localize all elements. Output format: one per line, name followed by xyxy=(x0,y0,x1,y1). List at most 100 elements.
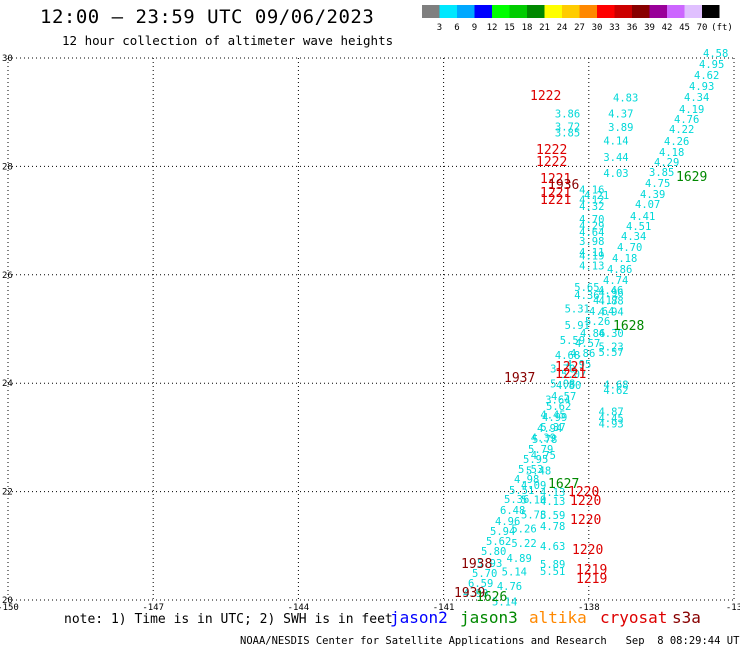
wave-height-label: 4.96 xyxy=(495,516,520,528)
legend-label: 9 xyxy=(472,23,477,33)
wave-height-label: 4.86 xyxy=(580,328,605,340)
wave-height-label: 3.89 xyxy=(608,122,633,134)
color-legend: 3 6 9 12 15 18 21 24 27 30 33 36 39 42 45 70 (ft) xyxy=(422,5,733,33)
wave-height-label: 3.70 xyxy=(550,363,575,375)
wave-height-label: 4.64 xyxy=(589,306,614,318)
legend-swatch xyxy=(597,5,615,18)
sat-s3a: s3a xyxy=(672,608,701,627)
wave-height-label: 4.19 xyxy=(579,251,604,263)
legend-label: 18 xyxy=(522,23,533,33)
wave-height-label: 6.59 xyxy=(468,578,493,590)
wave-height-label: 4.58 xyxy=(703,48,728,60)
wave-height-label: 4.07 xyxy=(635,199,660,211)
footer-credit: NOAA/NESDIS Center for Satellite Applica… xyxy=(240,635,740,647)
wave-height-label: 4.39 xyxy=(640,189,665,201)
y-tick-label: 30 xyxy=(2,54,13,64)
legend-swatch xyxy=(474,5,492,18)
pass-time-label: 1222 xyxy=(530,89,561,104)
legend-label: 27 xyxy=(574,23,585,33)
wave-height-label: 3.44 xyxy=(603,152,628,164)
wave-height-label: 4.87 xyxy=(598,407,623,419)
wave-height-label: 4.70 xyxy=(579,214,604,226)
legend-swatch xyxy=(544,5,562,18)
pass-time-label: 1628 xyxy=(613,319,644,334)
sat-jason3: jason3 xyxy=(460,608,518,627)
wave-height-label: 5.51 xyxy=(540,566,565,578)
sat-altika: altika xyxy=(529,608,587,627)
legend-swatch xyxy=(579,5,597,18)
legend-swatch xyxy=(684,5,702,18)
wave-height-label: 4.68 xyxy=(603,380,628,392)
wave-height-label: 5.37 xyxy=(540,422,565,434)
pass-time-label: 1221 xyxy=(555,360,586,375)
wave-height-label: 3.64 xyxy=(545,394,570,406)
wave-height-label: 4.75 xyxy=(531,450,556,462)
wave-height-label: 4.37 xyxy=(608,109,633,121)
x-tick-label: -138 xyxy=(578,603,600,610)
wave-height-label: 4.86 xyxy=(570,348,595,360)
pass-time-label: 1219 xyxy=(576,563,607,578)
wave-height-label: 5.10 xyxy=(521,495,546,507)
legend-label: 70 xyxy=(697,23,708,33)
x-tick-label: -13 xyxy=(726,603,740,610)
pass-time-label: 1220 xyxy=(572,543,603,558)
wave-height-label: 4.90 xyxy=(463,588,488,600)
sat-cryosat: cryosat xyxy=(600,608,668,627)
legend-swatch xyxy=(422,5,440,18)
wave-height-label: 4.34 xyxy=(621,231,646,243)
wave-height-label: 5.08 xyxy=(550,379,575,391)
x-tick-label: -141 xyxy=(433,603,455,610)
wave-height-label: 4.13 xyxy=(579,260,604,272)
wave-height-label: 5.70 xyxy=(472,568,497,580)
wave-height-label: 5.26 xyxy=(511,523,536,535)
wave-height-label: 4.62 xyxy=(694,70,719,82)
pass-time-label: 1626 xyxy=(476,590,507,605)
wave-height-label: 4.46 xyxy=(598,285,623,297)
wave-height-label: 4.17 xyxy=(593,295,618,307)
pass-time-label: 1221 xyxy=(540,172,571,187)
legend-swatch xyxy=(632,5,650,18)
wave-height-label: 4.86 xyxy=(607,264,632,276)
y-tick-label: 20 xyxy=(2,596,13,606)
wave-height-label: 5.53 xyxy=(518,464,543,476)
legend-swatch xyxy=(527,5,545,18)
wave-height-label: 4.30 xyxy=(598,328,623,340)
page-subtitle: 12 hour collection of altimeter wave hei… xyxy=(62,33,394,48)
wave-height-label: 4.70 xyxy=(617,242,642,254)
wave-height-map: -150 -147 -144 -141 -138 -13 30 28 26 24 22 20 4.83 4… xyxy=(0,48,740,610)
wave-height-label: 4.09 xyxy=(521,480,546,492)
pass-time-label: 1220 xyxy=(570,494,601,509)
legend-swatch xyxy=(667,5,685,18)
wave-height-label: 5.57 xyxy=(598,347,623,359)
wave-height-label: 4.13 xyxy=(540,487,565,499)
legend-swatch xyxy=(649,5,667,18)
wave-height-label: 5.59 xyxy=(540,510,565,522)
wave-height-label: 4.64 xyxy=(579,227,604,239)
wave-height-label: 4.14 xyxy=(603,136,628,148)
wave-height-label: 3.98 xyxy=(579,236,604,248)
legend-label: 45 xyxy=(679,23,690,33)
legend-swatch xyxy=(702,5,720,18)
wave-height-label: 5.23 xyxy=(598,342,623,354)
wave-height-label: 4.76 xyxy=(497,581,522,593)
legend-label: 21 xyxy=(539,23,550,33)
legend-label: 24 xyxy=(557,23,568,33)
wave-height-label: 4.39 xyxy=(531,433,556,445)
wave-height-label: 4.80 xyxy=(556,380,581,392)
wave-height-label: 4.41 xyxy=(630,211,655,223)
wave-height-label: 5.95 xyxy=(523,454,548,466)
legend-swatch xyxy=(614,5,632,18)
pass-time-label: 1627 xyxy=(548,477,579,492)
legend-label: 15 xyxy=(504,23,515,33)
pass-time-label: 1222 xyxy=(536,143,567,158)
pass-time-label: 1629 xyxy=(676,170,707,185)
wave-height-label: 4.18 xyxy=(659,147,684,159)
legend-swatch xyxy=(509,5,527,18)
y-tick-label: 26 xyxy=(2,271,13,281)
legend-swatch xyxy=(457,5,475,18)
wave-height-label: 4.96 xyxy=(598,287,623,299)
wave-height-label: 4.93 xyxy=(598,419,623,431)
wave-height-label: 4.45 xyxy=(540,409,565,421)
wave-height-label: 4.62 xyxy=(603,385,628,397)
wave-height-label: 4.68 xyxy=(555,350,580,362)
